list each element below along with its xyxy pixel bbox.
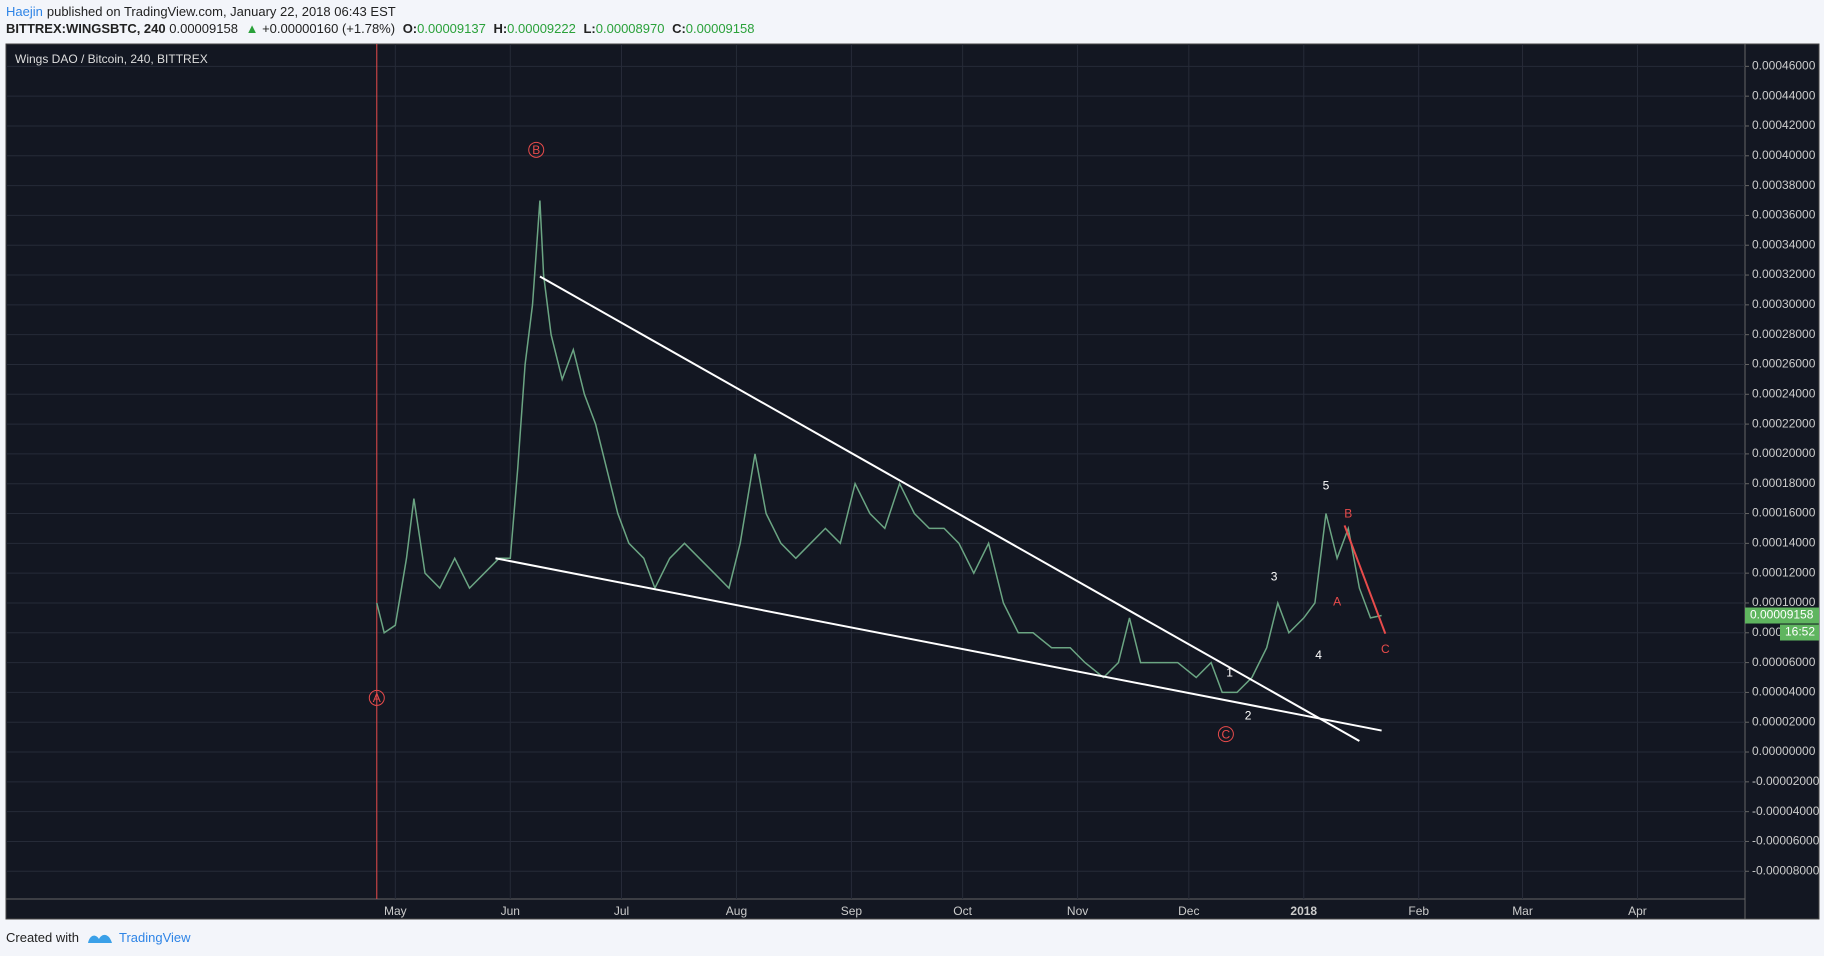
y-tick-label: 0.00012000 (1752, 565, 1816, 579)
y-tick-label: 0.00016000 (1752, 506, 1816, 520)
logo (87, 934, 112, 943)
chart: Wings DAO / Bitcoin, 240, BITTREX 0.0004… (5, 43, 1820, 920)
chart-title: Wings DAO / Bitcoin, 240, BITTREX (15, 52, 208, 66)
publish-line: Haejin published on TradingView.com, Janu… (6, 4, 400, 19)
y-tick-label: 0.00014000 (1752, 536, 1816, 550)
arrow: ▲ (245, 21, 259, 36)
y-tick-label: 0.00032000 (1752, 267, 1816, 281)
x-tick-label: Dec (1178, 904, 1199, 918)
y-tick-label: 0.00004000 (1752, 685, 1816, 699)
open-label: O: (402, 21, 418, 36)
y-tick-label: 0.00010000 (1752, 595, 1816, 609)
price-tag: 0.00009158 (1750, 608, 1814, 622)
y-tick-label: 0.00040000 (1752, 148, 1816, 162)
y-tick-label: 0.00022000 (1752, 416, 1816, 430)
x-tick-label: Mar (1512, 904, 1533, 918)
open: 0.00009137 (417, 21, 486, 36)
y-tick-label: -0.00004000 (1752, 804, 1820, 818)
y-tick-label: 0.00020000 (1752, 446, 1816, 460)
y-tick-label: 0.00042000 (1752, 118, 1816, 132)
y-tick-label: 0.00018000 (1752, 476, 1816, 490)
y-tick-label: 0.00038000 (1752, 178, 1816, 192)
symbol: BITTREX:WINGSBTC, 240 (6, 21, 166, 36)
quote-line: BITTREX:WINGSBTC, 240 0.00009158 ▲ +0.00… (6, 21, 758, 36)
y-tick-label: 0.00028000 (1752, 327, 1816, 341)
annotation-circle (368, 689, 385, 706)
annotation: 5 (1323, 478, 1330, 492)
panel (5, 43, 1820, 920)
x-tick-label: Nov (1067, 904, 1088, 918)
close: 0.00009158 (685, 21, 755, 36)
low: 0.00008970 (595, 21, 665, 36)
annotation: B (532, 143, 540, 157)
annotation: 1 (1226, 665, 1233, 679)
countdown-box (1780, 624, 1819, 641)
countdown: 16:52 (1785, 625, 1815, 639)
y-tick-label: 0.00036000 (1752, 208, 1816, 222)
annotation: 3 (1271, 569, 1278, 583)
x-tick-label: Sep (841, 904, 863, 918)
y-tick-label: 0.00034000 (1752, 237, 1816, 251)
x-tick-label: Aug (726, 904, 747, 918)
x-tick-label: May (384, 904, 407, 918)
created-with: Created with (6, 930, 79, 945)
y-tick-label: 0.00002000 (1752, 714, 1816, 728)
high: 0.00009222 (507, 21, 576, 36)
annotation: A (373, 691, 381, 705)
low-label: L: (583, 21, 596, 36)
y-tick-label: 0.00006000 (1752, 655, 1816, 669)
trendline (1343, 525, 1387, 635)
x-tick-label: 2018 (1290, 904, 1317, 918)
x-tick-label: Feb (1408, 904, 1429, 918)
x-tick-label: Jul (614, 904, 629, 918)
y-tick-label: 0.00000000 (1752, 744, 1816, 758)
published: published on TradingView.com, January 22… (46, 4, 396, 19)
close-label: C: (672, 21, 686, 36)
footer: Created with TradingView (6, 930, 191, 945)
last: 0.00009158 (169, 21, 238, 36)
brand[interactable]: TradingView (118, 930, 191, 945)
price-line (376, 200, 1382, 694)
annotation: A (1333, 595, 1341, 609)
y-tick-label: -0.00002000 (1752, 774, 1820, 788)
x-tick-label: Oct (953, 904, 972, 918)
annotation-circle (1217, 726, 1234, 743)
y-tick-label: 0.00026000 (1752, 357, 1816, 371)
trendline (495, 557, 1382, 732)
y-tick-label: 0.00046000 (1752, 59, 1816, 73)
y-tick-label: 0.00044000 (1752, 88, 1816, 102)
y-tick-label: -0.00008000 (1752, 863, 1820, 877)
annotation: C (1222, 727, 1231, 741)
y-tick-label: 0.00030000 (1752, 297, 1816, 311)
annotation: B (1344, 507, 1352, 521)
annotation-circle (528, 141, 545, 158)
trendline (539, 275, 1360, 742)
y-tick-label: -0.00006000 (1752, 834, 1820, 848)
change: +0.00000160 (+1.78%) (262, 21, 396, 36)
annotation: 2 (1245, 709, 1252, 723)
price-tag-box (1745, 607, 1819, 624)
annotation: 4 (1315, 648, 1322, 662)
y-tick-label: 0.00024000 (1752, 386, 1816, 400)
x-tick-label: Jun (501, 904, 520, 918)
annotation: C (1381, 642, 1390, 656)
x-tick-label: Apr (1628, 904, 1647, 918)
high-label: H: (493, 21, 508, 36)
author[interactable]: Haejin (6, 4, 43, 19)
